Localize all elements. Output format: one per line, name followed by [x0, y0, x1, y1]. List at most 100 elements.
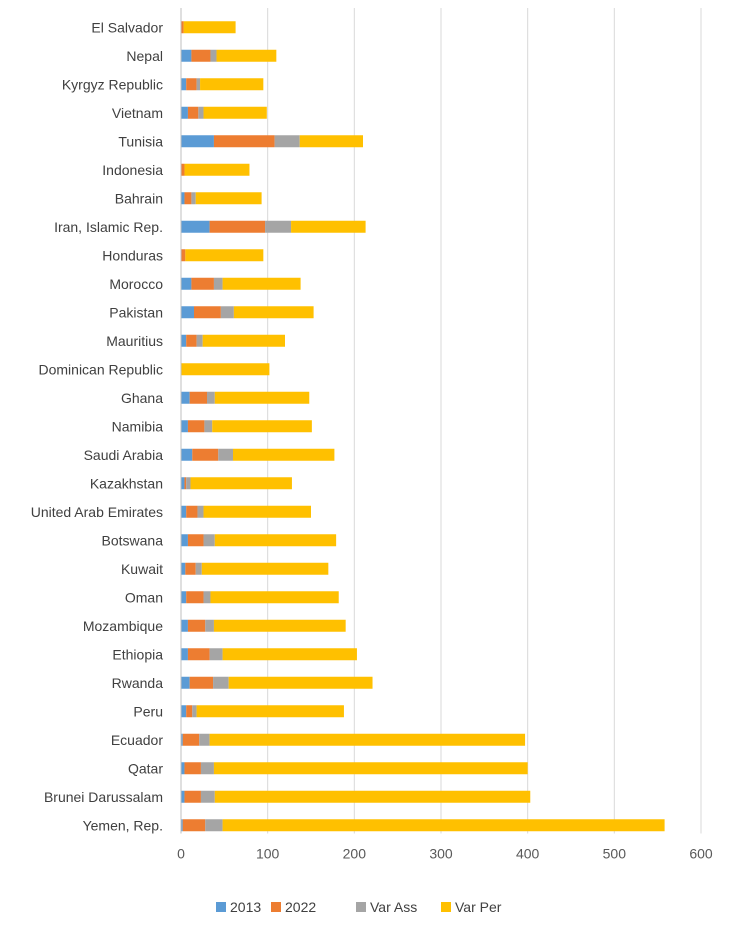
bar-segment-var-ass [220, 306, 234, 319]
bar-segment-var-ass [210, 49, 217, 62]
bar-segment-2013 [181, 534, 188, 547]
bar-segment-2013 [181, 135, 214, 148]
legend-swatch [356, 902, 366, 912]
bar-segment-2013 [181, 733, 183, 746]
bar-segment-2013 [181, 648, 188, 661]
bar-segment-var-ass [200, 790, 215, 803]
category-label: Indonesia [102, 162, 163, 178]
bar-segment-2022 [184, 477, 187, 490]
legend-label: 2013 [230, 899, 261, 915]
bar-segment-var-ass [196, 334, 203, 347]
category-label: Oman [125, 589, 163, 605]
bar-segment-var-ass [265, 220, 292, 233]
bar-segment-var-per [299, 135, 363, 148]
x-tick-label: 200 [343, 846, 367, 862]
category-label: Qatar [128, 760, 163, 776]
category-label: Kyrgyz Republic [62, 76, 163, 92]
bar-segment-var-per [190, 477, 292, 490]
bar-segment-2013 [181, 591, 187, 604]
bar-segment-var-ass [213, 277, 223, 290]
bar-segment-2022 [187, 648, 210, 661]
category-label: Namibia [112, 418, 164, 434]
bar-segment-var-per [184, 163, 250, 176]
x-tick-label: 0 [177, 846, 185, 862]
bar-segment-var-ass [274, 135, 300, 148]
legend-label: Var Ass [370, 899, 417, 915]
bar-segment-2013 [181, 306, 194, 319]
legend-swatch [216, 902, 226, 912]
bar-segment-2022 [209, 220, 266, 233]
legend: 2013 2022 Var Ass Var Per [216, 899, 502, 915]
bar-segment-2022 [213, 135, 275, 148]
bar-segment-2013 [181, 505, 187, 518]
bar-segment-var-per [212, 420, 312, 433]
bar-segment-var-per [210, 591, 339, 604]
category-label: Pakistan [109, 304, 163, 320]
bar-segment-2013 [181, 819, 183, 832]
bar-segment-2022 [184, 762, 201, 775]
bar-segment-2013 [181, 78, 187, 91]
category-label: Bahrain [115, 190, 163, 206]
bar-segment-var-per [183, 21, 236, 34]
bar-segment-var-per [203, 505, 311, 518]
bar-segment-2022 [187, 420, 205, 433]
bar-segment-var-per [291, 220, 366, 233]
bar-segment-2013 [181, 790, 185, 803]
bar-segment-var-per [201, 562, 329, 575]
category-label: Saudi Arabia [84, 447, 164, 463]
bar-segment-2013 [181, 562, 186, 575]
category-label: Tunisia [118, 133, 163, 149]
bar-segment-2013 [181, 391, 190, 404]
bar-segment-2013 [181, 106, 188, 119]
category-label: Yemen, Rep. [83, 817, 163, 833]
category-label: Kuwait [121, 561, 163, 577]
bar-segment-var-per [213, 619, 346, 632]
x-tick-labels: 0 100 200 300 400 500 600 [177, 846, 713, 862]
x-tick-label: 500 [603, 846, 627, 862]
category-label: Mozambique [83, 618, 163, 634]
bar-segment-var-per [222, 648, 357, 661]
bar-segment-var-per [233, 448, 335, 461]
bar-segment-var-per [185, 249, 264, 262]
bar-segment-2022 [184, 790, 201, 803]
bar-segment-2022 [189, 676, 214, 689]
bar-segment-2013 [181, 277, 192, 290]
category-label: Vietnam [112, 105, 163, 121]
bar-segment-var-per [222, 277, 301, 290]
bar-segment-2022 [186, 334, 197, 347]
legend-swatch [271, 902, 281, 912]
bar-segment-var-per [181, 363, 270, 376]
category-label: Brunei Darussalam [44, 789, 163, 805]
bar-segment-var-ass [195, 562, 202, 575]
x-tick-label: 400 [516, 846, 540, 862]
bar-segment-var-per [222, 819, 665, 832]
bar-segment-2022 [181, 163, 185, 176]
category-label: Ecuador [111, 732, 163, 748]
bar-segment-2013 [181, 192, 185, 205]
bar-segment-2022 [191, 49, 211, 62]
bar-segment-var-ass [205, 819, 223, 832]
bar-segment-2022 [185, 562, 196, 575]
bar-segment-var-ass [198, 106, 204, 119]
category-label: El Salvador [91, 19, 163, 35]
bar-segment-2013 [181, 49, 192, 62]
bar-segment-2022 [189, 391, 207, 404]
category-labels: El Salvador Nepal Kyrgyz Republic Vietnam Tu… [31, 19, 164, 833]
bar-segment-var-per [200, 78, 264, 91]
bar-segment-var-per [214, 790, 531, 803]
category-label: Kazakhstan [90, 475, 163, 491]
bar-segment-var-ass [204, 420, 213, 433]
category-label: Iran, Islamic Rep. [54, 219, 163, 235]
bar-segment-2013 [181, 676, 190, 689]
bar-segment-2022 [186, 78, 197, 91]
bar-segment-var-per [213, 762, 528, 775]
bar-segment-2022 [181, 21, 184, 34]
bar-segment-var-ass [200, 762, 214, 775]
bar-segment-2022 [194, 306, 221, 319]
category-label: Peru [133, 703, 163, 719]
bars [181, 21, 665, 832]
category-label: Ghana [121, 390, 163, 406]
category-label: Ethiopia [112, 646, 163, 662]
category-label: United Arab Emirates [31, 504, 163, 520]
